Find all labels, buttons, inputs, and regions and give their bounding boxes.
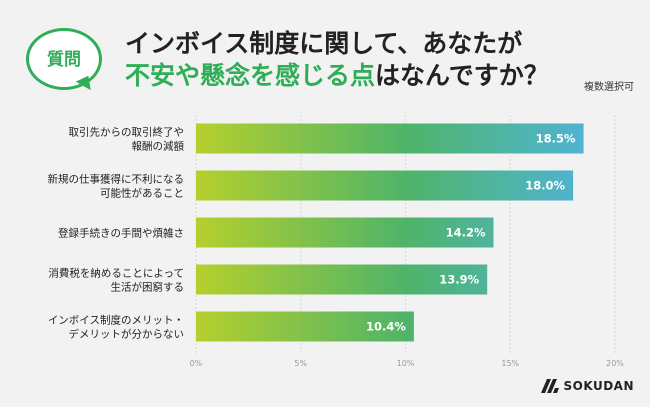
category-labels: 取引先からの取引終了や報酬の減額新規の仕事獲得に不利になる可能性があること登録手… [48,126,185,341]
bar-value-label: 13.9% [439,273,479,287]
category-label: デメリットが分からない [69,328,185,341]
sokudan-logo-icon [540,379,559,393]
bar [196,311,414,342]
x-tick-label: 15% [501,359,519,368]
category-label: インボイス制度のメリット・ [48,314,184,327]
category-label: 取引先からの取引終了や [69,126,185,139]
category-label: 生活が困窮する [111,281,185,294]
title-line-2: 不安や懸念を感じる点はなんですか？ [125,60,549,92]
bar [196,170,574,201]
chart-title: インボイス制度に関して、あなたが 不安や懸念を感じる点はなんですか？ [125,28,549,92]
x-tick-label: 20% [606,359,624,368]
category-label: 消費税を納めることによって [48,267,184,280]
multiple-choice-note: 複数選択可 [584,82,634,93]
title-rest: はなんですか？ [375,61,549,90]
title-highlight: 不安や懸念を感じる点 [125,61,376,90]
bar [196,264,488,295]
bar [196,217,494,248]
bars: 18.5% 18.0% 14.2% 13.9% 10.4% [196,123,584,342]
category-label: 報酬の減額 [132,140,185,153]
category-label: 新規の仕事獲得に不利になる [48,173,185,186]
x-tick-label: 10% [397,359,415,368]
x-tick-label: 0% [190,359,203,368]
bar-value-label: 10.4% [366,320,406,334]
question-badge-label: 質問 [47,50,81,70]
bar-value-label: 18.0% [525,179,565,193]
logo-text: SOKUDAN [563,379,634,393]
sokudan-logo: SOKUDAN [540,379,634,393]
question-badge [26,28,102,90]
x-axis-ticks: 0% 5% 10% 15% 20% [190,359,625,368]
title-line-1: インボイス制度に関して、あなたが [125,29,523,58]
bar-value-label: 18.5% [536,132,576,146]
bar-value-label: 14.2% [446,226,486,240]
x-tick-label: 5% [294,359,307,368]
category-label: 可能性があること [100,187,184,200]
category-label: 登録手続きの手間や煩雑さ [58,227,184,240]
bar [196,123,584,154]
